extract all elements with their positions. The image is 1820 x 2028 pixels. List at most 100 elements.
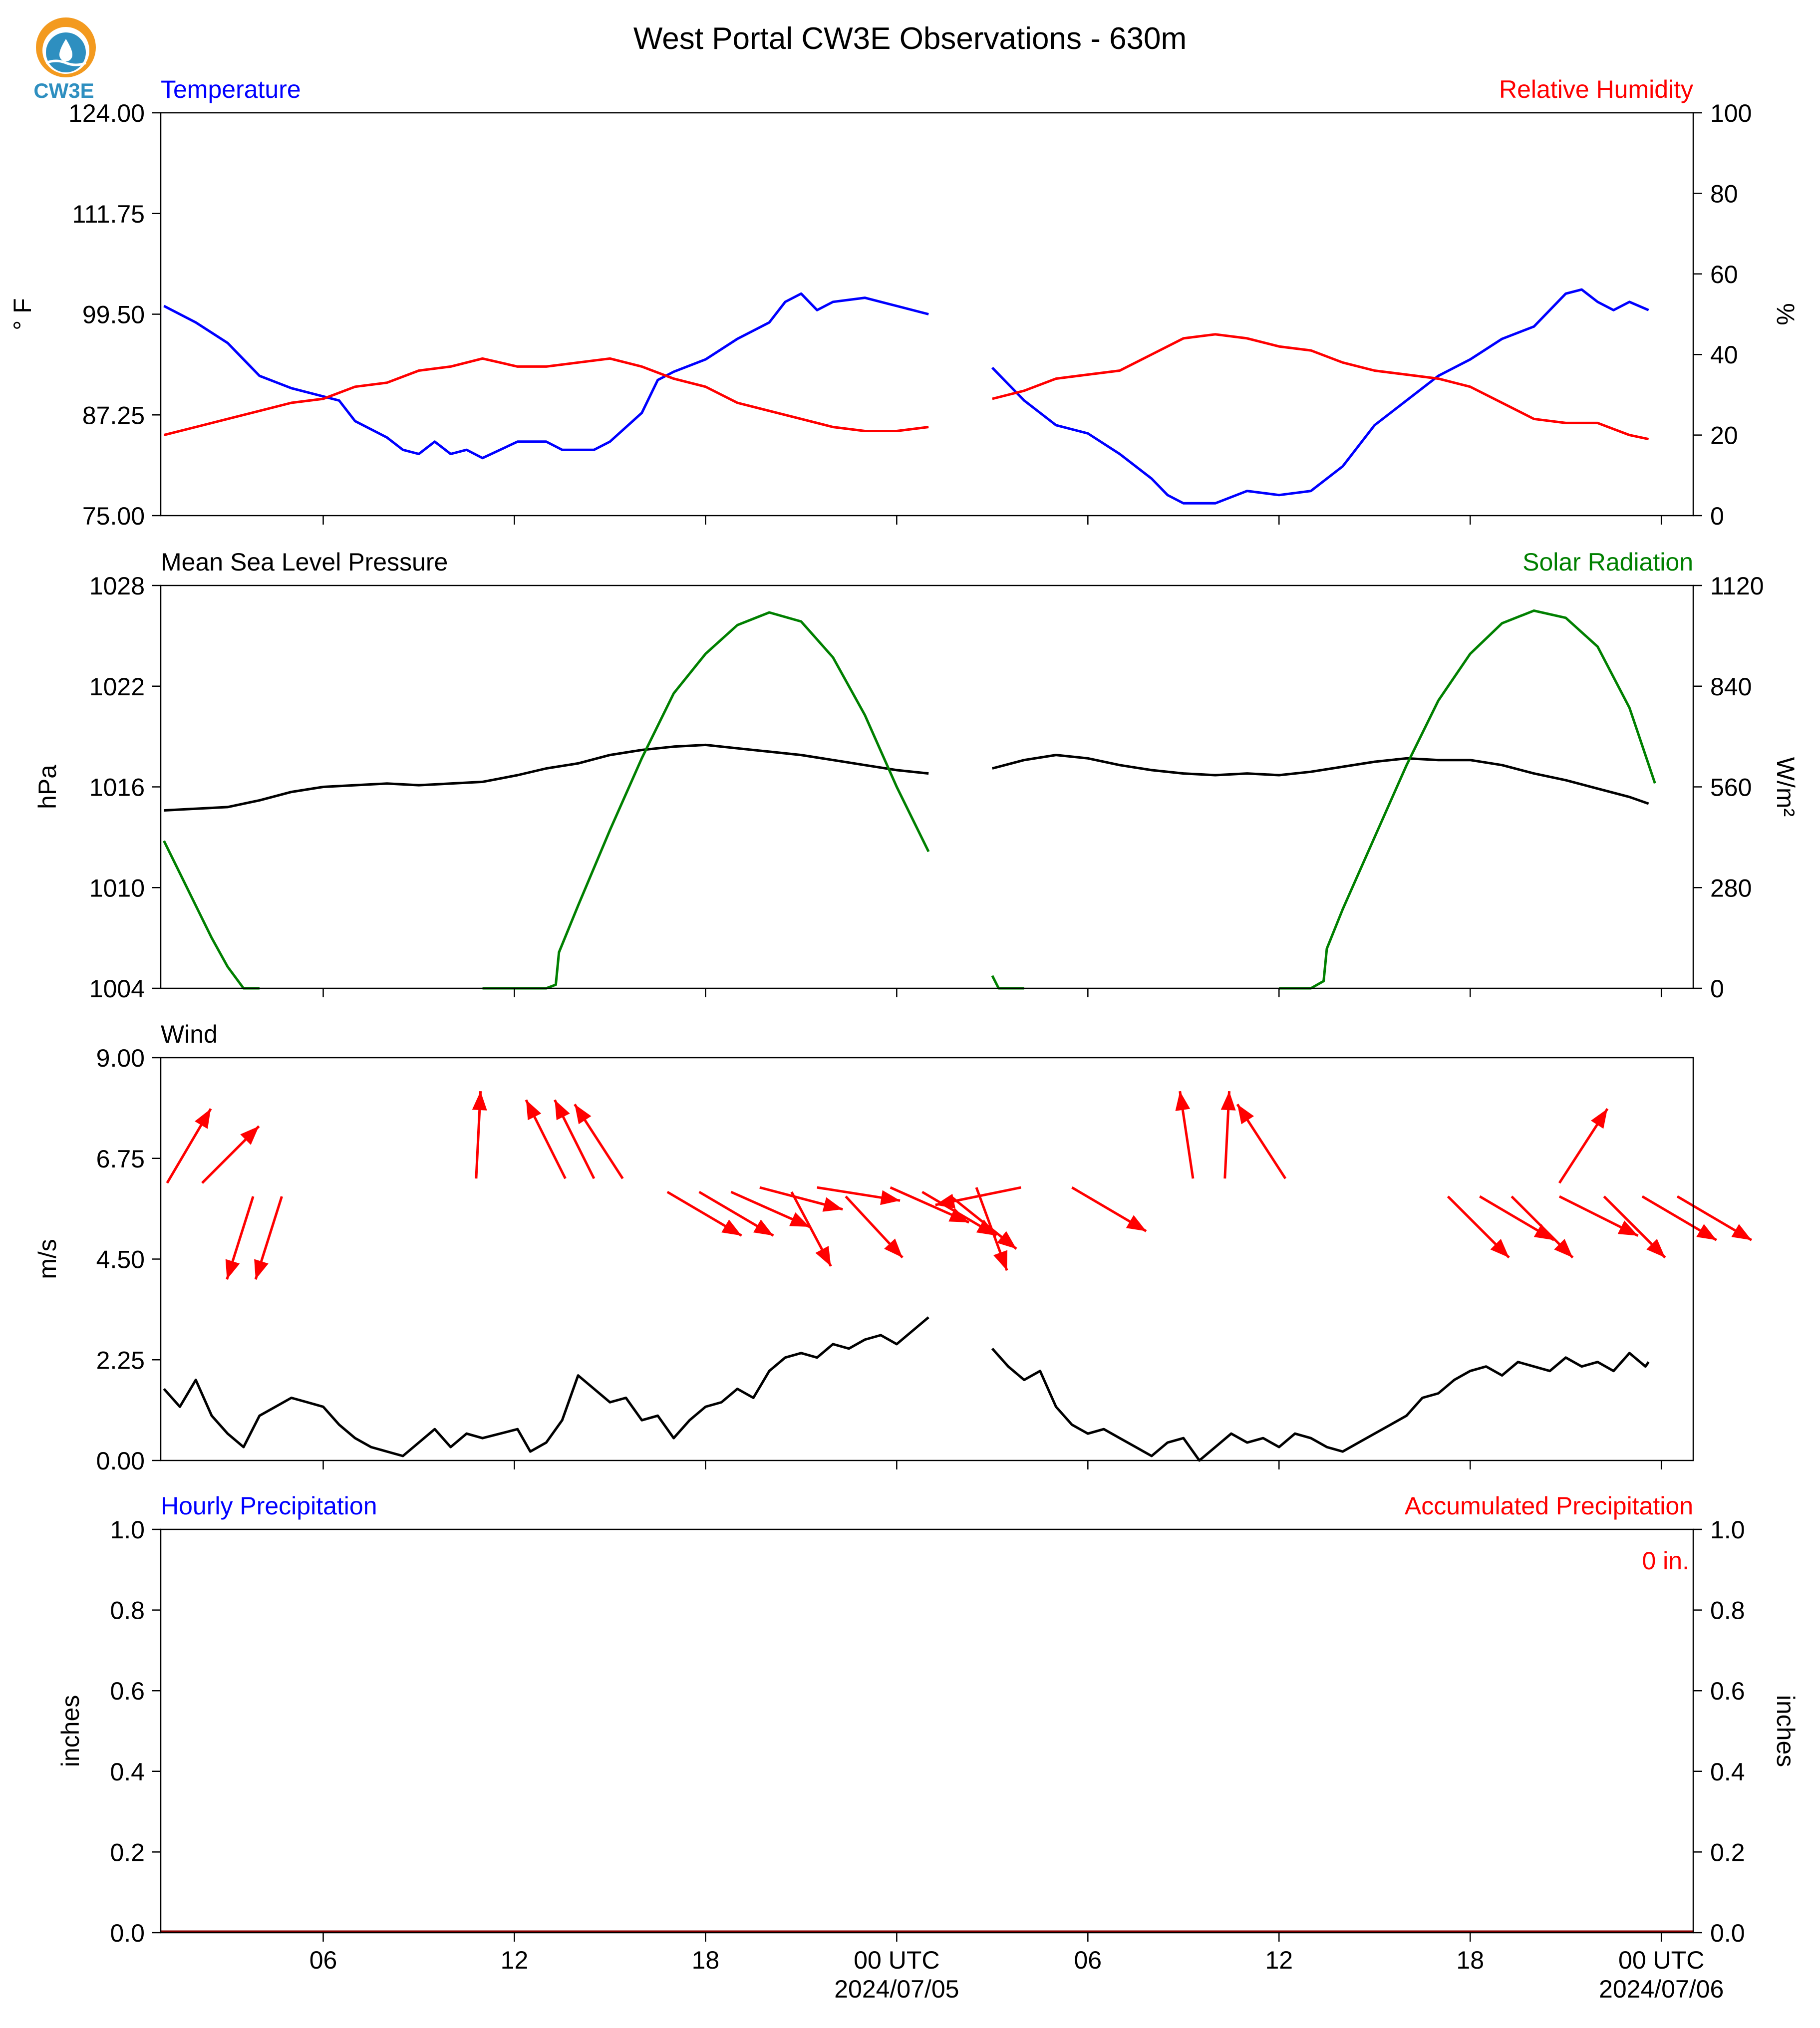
wind-arrow-head <box>753 1219 774 1236</box>
wind-arrow-head <box>254 1259 269 1280</box>
wind-arrow-head <box>1175 1091 1191 1111</box>
wind-arrow-head <box>1731 1224 1752 1240</box>
wind-arrow <box>1071 1186 1147 1232</box>
wind-arrow-head <box>935 1193 956 1209</box>
wind-arrow <box>845 1195 904 1259</box>
y-tick-label-right: 280 <box>1710 874 1752 902</box>
y-tick-label-left: 0.0 <box>110 1919 145 1947</box>
y-tick-label-left: 111.75 <box>72 200 145 228</box>
panel-wind: 0.00 2.25 4.50 6.75 9.00 m/s Wind <box>33 1020 1753 1475</box>
y-tick-label-right: 100 <box>1710 99 1752 127</box>
wind-arrow-head <box>1646 1238 1665 1258</box>
y-tick-label-left: 2.25 <box>96 1346 145 1374</box>
wind-arrow <box>1175 1091 1195 1179</box>
y-tick-label-right: 0.6 <box>1710 1677 1745 1705</box>
y-axis-label-right: % <box>1772 303 1800 325</box>
wind-arrow-head <box>195 1109 211 1129</box>
panels: 75.00 87.25 99.50 111.75 124.00 ° F Temperatur… <box>8 75 1800 2003</box>
panel-title-left: Temperature <box>161 75 301 103</box>
y-tick-label-left: 1.0 <box>110 1516 145 1544</box>
wind-arrow-head <box>240 1126 259 1145</box>
y-tick-label-left: 1016 <box>89 774 145 802</box>
y-tick-label-right: 1.0 <box>1710 1516 1745 1544</box>
x-tick-label: 12 <box>1265 1946 1293 1974</box>
y-axis-label-right: inches <box>1772 1695 1800 1767</box>
panel-pressure_solar: 1004 1010 1016 1022 1028 hPa Mean Sea Level Pr… <box>33 548 1800 1003</box>
wind-arrow-head <box>993 1250 1008 1271</box>
y-tick-label-left: 1004 <box>89 975 145 1003</box>
y-tick-label-left: 75.00 <box>82 502 145 530</box>
y-tick-label-right: 40 <box>1710 341 1738 369</box>
y-axis-label-right: W/m² <box>1772 757 1800 817</box>
wind-arrow <box>1220 1091 1236 1179</box>
series-line-relative-humidity <box>163 357 929 437</box>
y-tick-label-left: 0.00 <box>96 1447 145 1475</box>
series-line-mean-sea-level-pressure <box>992 754 1649 805</box>
wind-arrow <box>817 1186 901 1205</box>
accumulated-total-label: 0 in. <box>1642 1547 1689 1575</box>
x-tick-date: 2024/07/05 <box>834 1975 959 2003</box>
wind-arrow <box>254 1196 283 1280</box>
panel-frame <box>160 1528 1694 1934</box>
y-tick-label-right: 0.2 <box>1710 1838 1745 1866</box>
wind-arrow-head <box>789 1212 810 1227</box>
y-tick-label-right: 840 <box>1710 673 1752 701</box>
panel-title-right: Accumulated Precipitation <box>1405 1492 1693 1520</box>
wind-arrow-head <box>225 1259 240 1280</box>
wind-arrow-head <box>880 1190 901 1205</box>
x-tick-label: 18 <box>692 1946 720 1974</box>
panel-temperature_rh: 75.00 87.25 99.50 111.75 124.00 ° F Temperatur… <box>8 75 1800 530</box>
series-line-temperature <box>991 288 1649 505</box>
y-tick-label-right: 80 <box>1710 180 1738 208</box>
y-tick-label-left: 4.50 <box>96 1246 145 1274</box>
wind-arrow <box>1447 1195 1510 1259</box>
wind-arrow <box>1558 1108 1609 1184</box>
wind-arrow <box>225 1196 255 1280</box>
wind-arrow-head <box>1490 1238 1510 1258</box>
wind-arrow <box>1479 1195 1555 1241</box>
y-tick-label-right: 60 <box>1710 261 1738 289</box>
y-tick-label-left: 9.00 <box>96 1044 145 1072</box>
wind-arrow-head <box>1220 1091 1236 1111</box>
y-tick-label-left: 1022 <box>89 673 145 701</box>
wind-arrow <box>472 1091 487 1179</box>
panel-title-right: Solar Radiation <box>1522 548 1693 576</box>
y-tick-label-right: 0.8 <box>1710 1597 1745 1625</box>
wind-arrow-head <box>526 1100 542 1121</box>
wind-arrow-head <box>1126 1215 1147 1231</box>
y-tick-label-right: 20 <box>1710 422 1738 450</box>
wind-arrow <box>666 1190 742 1237</box>
wind-arrow <box>1603 1195 1666 1259</box>
wind-arrow-head <box>1237 1104 1254 1125</box>
wind-arrow <box>166 1108 212 1184</box>
cw3e-logo: CW3E <box>33 17 96 102</box>
wind-arrow-head <box>822 1197 843 1212</box>
wind-arrow-head <box>721 1219 742 1236</box>
y-axis-label-left: m/s <box>33 1239 61 1279</box>
panel-title-left: Mean Sea Level Pressure <box>161 548 448 576</box>
panel-title-right: Relative Humidity <box>1499 75 1693 103</box>
y-tick-label-right: 0.4 <box>1710 1758 1745 1786</box>
wind-arrow-head <box>1554 1238 1573 1258</box>
x-tick-label: 06 <box>309 1946 337 1974</box>
wind-arrow <box>950 1195 1017 1250</box>
wind-arrow-head <box>1696 1224 1717 1240</box>
x-tick-date: 2024/07/06 <box>1599 1975 1724 2003</box>
y-axis-label-left: inches <box>56 1695 84 1767</box>
x-tick-label: 12 <box>501 1946 529 1974</box>
x-tick-label: 00 UTC <box>854 1946 939 1974</box>
y-tick-label-right: 0.0 <box>1710 1919 1745 1947</box>
series-line-wind-speed <box>163 1316 929 1457</box>
wind-arrow-head <box>815 1246 831 1266</box>
y-tick-label-left: 6.75 <box>96 1145 145 1173</box>
series-line-solar-radiation <box>482 611 930 990</box>
y-tick-label-left: 1028 <box>89 572 145 600</box>
wind-arrow-head <box>884 1238 903 1258</box>
wind-arrow <box>1511 1195 1574 1259</box>
panel-title-left: Hourly Precipitation <box>161 1492 377 1520</box>
series-line-solar-radiation <box>1279 609 1656 990</box>
wind-arrow <box>698 1190 774 1237</box>
wind-arrow-head <box>1533 1224 1554 1240</box>
series-line-mean-sea-level-pressure <box>164 743 929 812</box>
